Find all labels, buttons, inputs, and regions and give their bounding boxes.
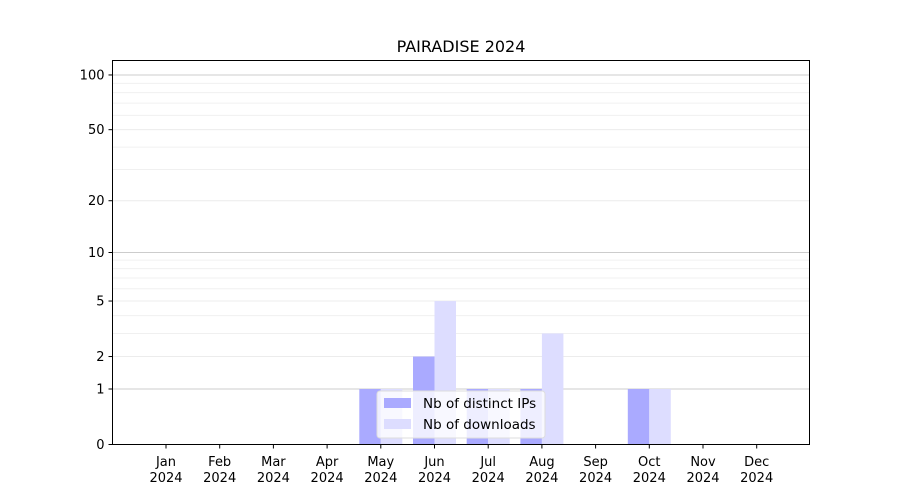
x-tick-label-year: 2024 [686,471,719,486]
x-tick-label-month: Feb [208,455,231,470]
chart-title: PAIRADISE 2024 [397,37,526,56]
x-tick-label-year: 2024 [311,471,344,486]
y-tick-label: 50 [88,123,105,138]
x-tick-label-year: 2024 [203,471,236,486]
x-tick-label-month: Jan [155,455,176,470]
x-tick-label-month: Oct [638,455,660,470]
x-axis: Jan2024Feb2024Mar2024Apr2024May2024Jun20… [149,444,773,486]
x-tick-label-month: Aug [529,455,554,470]
y-tick-label: 0 [96,438,104,453]
x-tick-label-month: Apr [316,455,339,470]
x-tick-label-month: Jun [423,455,444,470]
grid [112,74,810,390]
bar [627,388,650,445]
x-tick-label-year: 2024 [633,471,666,486]
legend-box [376,390,546,439]
bar [541,333,564,445]
x-tick-label-month: Nov [690,455,716,470]
legend: Nb of distinct IPs Nb of downloads [376,390,546,439]
y-tick-label: 5 [96,295,104,310]
y-tick-label: 100 [80,68,105,83]
bar [359,388,381,445]
x-tick-label-year: 2024 [418,471,451,486]
y-axis: 0 1 2 5 10 20 50 100 [80,68,113,453]
x-tick-label-year: 2024 [579,471,612,486]
x-tick-label-year: 2024 [525,471,558,486]
y-tick-label: 10 [88,246,105,261]
legend-swatch [384,419,411,429]
y-tick-label: 1 [96,382,104,397]
legend-label: Nb of downloads [423,417,536,433]
legend-swatch [384,398,411,408]
x-tick-label-year: 2024 [149,471,182,486]
bar [649,388,671,445]
x-tick-label-year: 2024 [364,471,397,486]
x-tick-label-year: 2024 [257,471,290,486]
legend-label: Nb of distinct IPs [423,396,536,412]
x-tick-label-year: 2024 [740,471,773,486]
y-tick-label: 2 [96,350,104,365]
x-tick-label-month: Jul [479,455,496,470]
x-tick-label-month: Dec [744,455,769,470]
x-tick-label-month: May [367,455,394,470]
x-tick-label-month: Mar [261,455,286,470]
y-tick-label: 20 [88,194,105,209]
x-tick-label-year: 2024 [472,471,505,486]
x-tick-label-month: Sep [583,455,608,470]
